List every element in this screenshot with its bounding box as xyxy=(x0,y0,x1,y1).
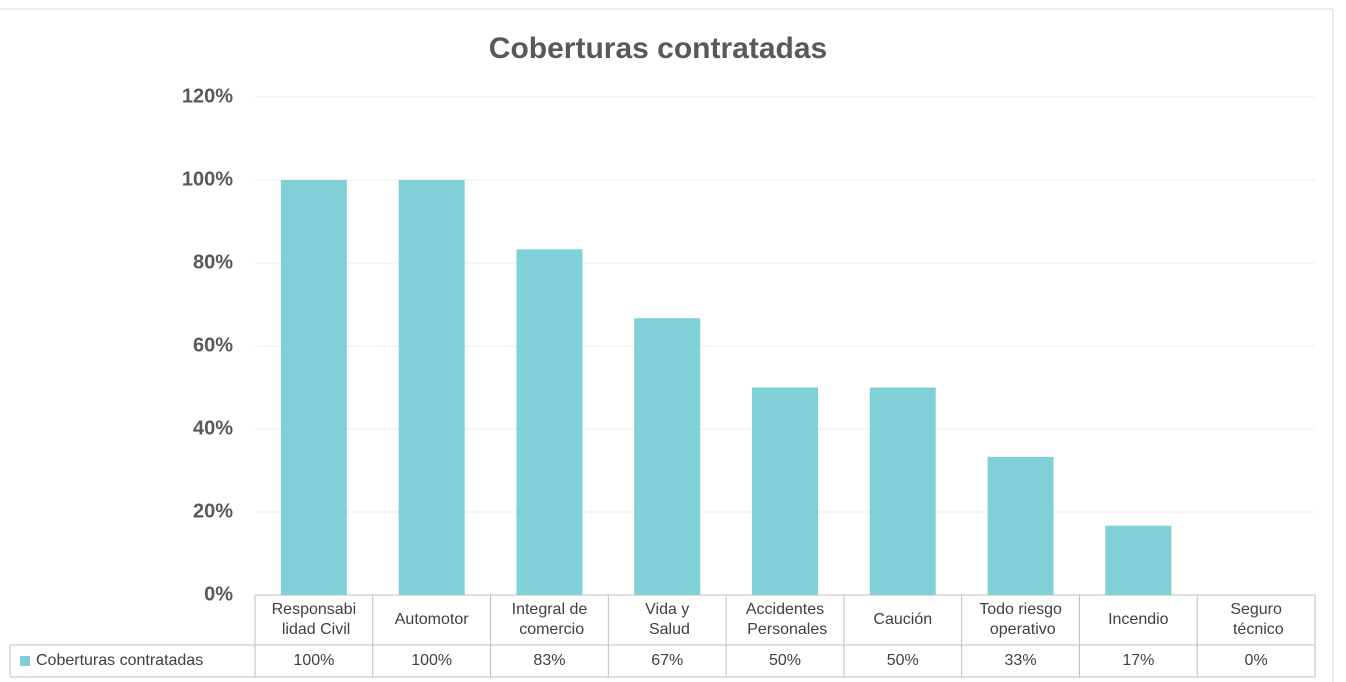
x-tick-label: Responsabi lidad Civil xyxy=(272,601,357,638)
bar xyxy=(634,318,701,595)
bar xyxy=(752,387,818,595)
x-tick-label: Integral de comercio xyxy=(512,601,588,638)
legend-marker xyxy=(20,656,30,666)
data-label: 100% xyxy=(293,652,334,669)
y-tick-label: 0% xyxy=(204,583,233,605)
y-tick-label: 80% xyxy=(193,251,233,273)
bar xyxy=(869,387,936,595)
y-tick-label: 20% xyxy=(193,500,233,522)
bar xyxy=(398,180,465,595)
data-label: 100% xyxy=(411,652,452,669)
data-label: 0% xyxy=(1245,652,1268,669)
data-label: 17% xyxy=(1122,652,1154,669)
x-tick-label: Caución xyxy=(873,611,932,628)
bar xyxy=(987,456,1054,595)
bar xyxy=(1105,525,1172,595)
x-tick-label: Seguro técnico xyxy=(1229,601,1284,638)
legend-label: Coberturas contratadas xyxy=(36,652,203,669)
data-label: 83% xyxy=(533,652,565,669)
data-label: 50% xyxy=(769,652,801,669)
data-label: 67% xyxy=(651,652,683,669)
x-tick-label: Accidentes Personales xyxy=(743,601,828,638)
x-tick-label: Todo riesgo operativo xyxy=(979,601,1062,638)
x-tick-label: Incendio xyxy=(1108,611,1169,628)
bar xyxy=(280,180,347,595)
x-tick-label: Automotor xyxy=(395,611,469,628)
data-label: 50% xyxy=(887,652,919,669)
y-tick-label: 40% xyxy=(193,417,233,439)
chart-title: Coberturas contratadas xyxy=(489,32,827,65)
y-tick-label: 60% xyxy=(193,334,233,356)
bar xyxy=(516,249,583,595)
y-tick-label: 100% xyxy=(182,168,233,190)
y-tick-label: 120% xyxy=(182,85,233,107)
data-label: 33% xyxy=(1005,652,1037,669)
x-tick-label: Vida y Salud xyxy=(645,601,690,638)
